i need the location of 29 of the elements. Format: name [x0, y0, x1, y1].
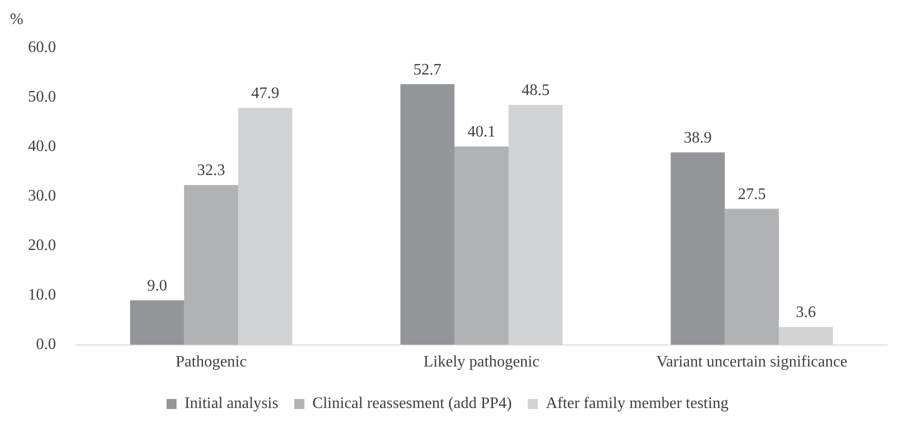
y-tick-label: 20.0 [28, 237, 56, 254]
x-tick-label: Variant uncertain significance [656, 354, 848, 371]
data-label: 40.1 [468, 124, 496, 141]
x-tick-label: Pathogenic [176, 354, 247, 371]
data-label: 48.5 [522, 82, 550, 100]
bar [454, 146, 509, 345]
bar [724, 208, 779, 345]
y-tick-label: 40.0 [28, 138, 56, 156]
legend-label: Initial analysis [184, 395, 278, 412]
y-tick-label: 10.0 [28, 286, 56, 304]
legend-label: After family member testing [546, 395, 728, 412]
data-label: 52.7 [413, 61, 442, 78]
data-label: 38.9 [684, 130, 712, 147]
y-axis-title: % [10, 11, 24, 28]
x-tick-label: Likely pathogenic [424, 354, 540, 371]
y-tick-label: 30.0 [28, 188, 56, 205]
data-label: 27.5 [738, 186, 766, 203]
data-label: 47.9 [251, 85, 280, 102]
bar [400, 84, 454, 345]
bar [130, 300, 184, 345]
y-tick-label: 60.0 [28, 39, 56, 56]
data-label: 32.3 [197, 162, 226, 180]
bar [670, 152, 725, 345]
data-label: 3.6 [796, 304, 816, 322]
legend-label: Clinical reassesment (add PP4) [312, 395, 512, 412]
bar [184, 185, 238, 345]
data-label: 9.0 [147, 277, 168, 294]
y-tick-label: 50.0 [28, 88, 56, 106]
y-tick-label: 0.0 [36, 336, 56, 354]
